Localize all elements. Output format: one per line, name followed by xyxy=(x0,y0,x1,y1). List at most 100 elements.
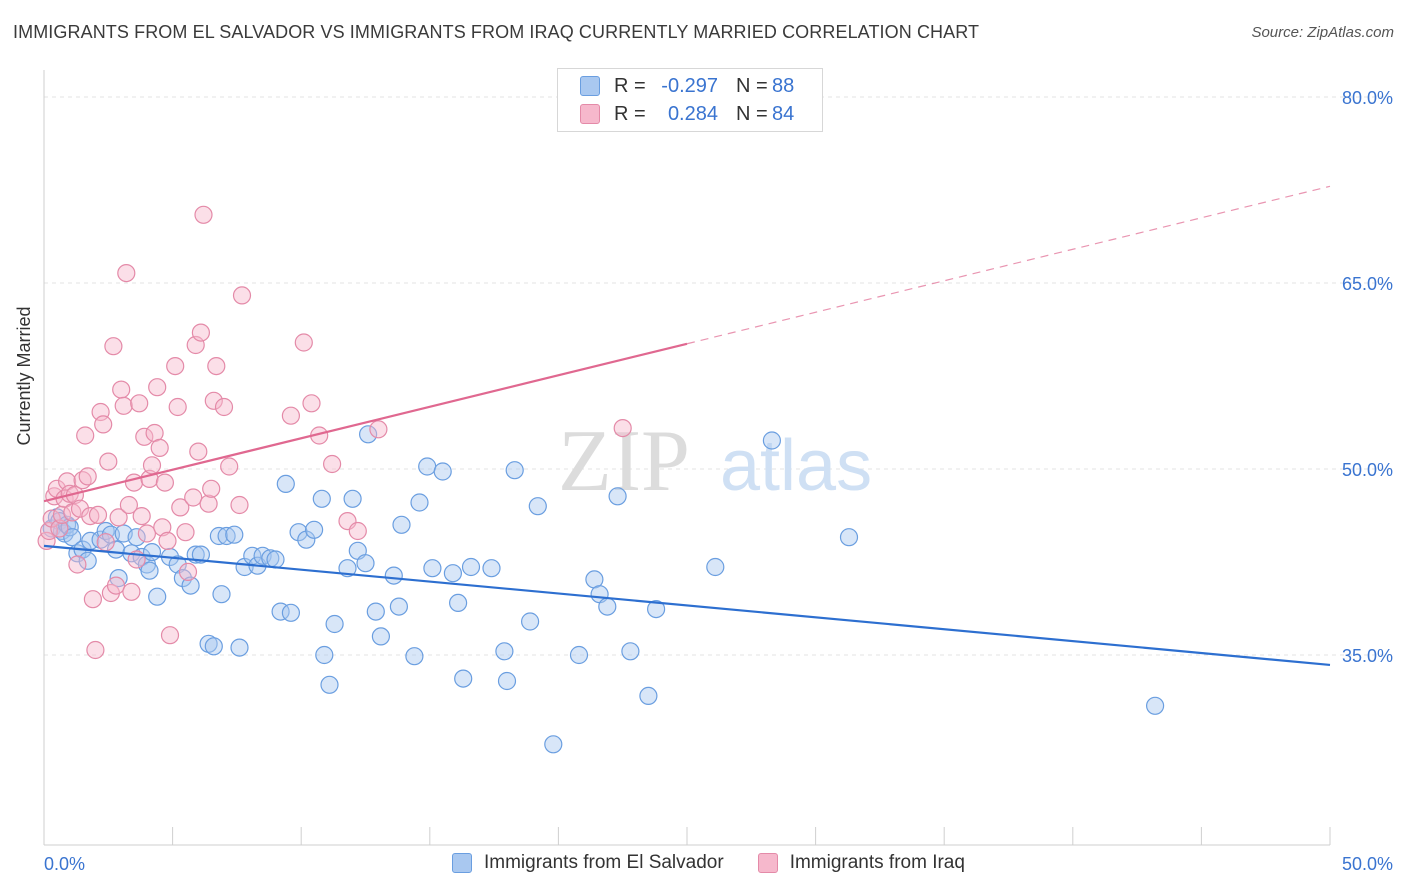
el-salvador-point xyxy=(217,526,236,546)
legend-item-el-salvador[interactable]: Immigrants from El Salvador xyxy=(452,852,724,874)
el-salvador-point xyxy=(312,489,331,508)
el-salvador-point xyxy=(371,627,390,646)
iraq-point xyxy=(106,576,126,595)
el-salvador-point xyxy=(423,559,442,578)
el-salvador-point xyxy=(204,637,223,656)
iraq-point xyxy=(178,562,198,582)
el-salvador-point xyxy=(389,597,408,616)
el-salvador-point xyxy=(621,642,640,661)
el-salvador-point xyxy=(356,554,375,573)
el-salvador-point xyxy=(461,557,481,577)
tick-labels: 35.0% 50.0% 65.0% 80.0% 0.0% 50.0% xyxy=(44,88,1393,874)
iraq-point xyxy=(70,499,90,518)
iraq-point xyxy=(114,396,133,415)
watermark-zip: ZIP xyxy=(558,413,690,510)
legend-row-iraq: R = 0.284 N = 84 xyxy=(580,100,794,128)
el-salvador-swatch xyxy=(580,76,600,96)
el-salvador-point xyxy=(148,587,167,606)
iraq-point xyxy=(117,264,136,283)
n-value: 84 xyxy=(772,102,795,125)
el-salvador-point xyxy=(598,597,617,616)
el-salvador-point xyxy=(454,669,473,688)
iraq-point xyxy=(166,357,185,376)
el-salvador-point xyxy=(528,497,547,516)
iraq-point xyxy=(78,467,97,486)
n-value: 88 xyxy=(772,74,795,97)
iraq-point xyxy=(96,533,115,552)
iraq-point xyxy=(199,494,218,513)
iraq-swatch xyxy=(757,853,778,873)
el-salvador-point xyxy=(449,593,468,613)
el-salvador-point xyxy=(762,431,782,450)
el-salvador-point xyxy=(181,576,200,595)
iraq-point xyxy=(68,555,87,574)
el-salvador-point xyxy=(266,550,285,569)
x-tick-label: 0.0% xyxy=(44,854,85,874)
iraq-point xyxy=(130,394,149,413)
series-legend: Immigrants from El Salvador Immigrants f… xyxy=(452,852,999,874)
el-salvador-point xyxy=(410,493,429,512)
el-salvador-point xyxy=(433,462,452,481)
trend-layer xyxy=(43,185,1331,667)
el-salvador-point xyxy=(338,559,357,578)
el-salvador-point xyxy=(142,542,162,562)
iraq-point xyxy=(104,337,123,356)
el-salvador-point xyxy=(418,457,437,476)
el-salvador-point xyxy=(405,647,424,666)
el-salvador-point xyxy=(325,614,344,634)
iraq-point xyxy=(99,452,118,471)
iraq-swatch xyxy=(580,104,600,124)
iraq-point xyxy=(158,531,177,551)
legend-item-iraq[interactable]: Immigrants from Iraq xyxy=(757,852,965,874)
y-tick-label: 35.0% xyxy=(1342,646,1393,666)
iraq-point xyxy=(194,205,213,224)
el-salvador-point xyxy=(320,675,339,694)
chart-title: IMMIGRANTS FROM EL SALVADOR VS IMMIGRANT… xyxy=(13,22,980,42)
iraq-point xyxy=(202,479,221,498)
legend-row-el-salvador: R = -0.297 N = 88 xyxy=(580,72,794,100)
iraq-point xyxy=(189,442,208,461)
axes-layer xyxy=(43,70,1331,846)
iraq-point xyxy=(168,397,187,417)
iraq-point xyxy=(207,357,226,376)
el-salvador-point xyxy=(63,528,82,547)
el-salvador-point xyxy=(443,564,462,583)
iraq-point xyxy=(302,394,321,413)
iraq-point xyxy=(94,415,113,434)
correlation-legend: R = -0.297 N = 88 R = 0.284 N = 84 xyxy=(557,68,823,132)
el-salvador-point xyxy=(168,555,187,574)
iraq-point xyxy=(153,518,172,537)
iraq-point xyxy=(220,457,239,476)
el-salvador-point xyxy=(212,585,231,604)
el-salvador-trendline xyxy=(43,544,1331,667)
iraq-point xyxy=(109,508,128,527)
iraq-point xyxy=(86,640,105,660)
iraq-point xyxy=(81,506,100,526)
el-salvador-point xyxy=(276,474,295,493)
el-salvador-point xyxy=(281,603,300,622)
y-tick-label: 50.0% xyxy=(1342,460,1393,480)
el-salvador-point xyxy=(384,566,403,585)
iraq-point xyxy=(150,438,169,457)
iraq-point xyxy=(160,626,180,645)
iraq-point xyxy=(155,473,174,492)
iraq-point xyxy=(88,505,108,525)
iraq-point xyxy=(214,397,234,417)
iraq-point xyxy=(142,456,162,475)
iraq-point xyxy=(191,323,210,342)
iraq-trendline xyxy=(43,342,688,503)
el-salvador-point xyxy=(544,735,563,754)
el-salvador-point xyxy=(225,525,244,544)
iraq-trendline-extension xyxy=(686,185,1331,345)
el-salvador-point xyxy=(366,602,385,621)
iraq-point xyxy=(230,495,249,515)
r-value: -0.297 xyxy=(661,74,718,97)
x-tick-label: 50.0% xyxy=(1342,854,1393,874)
iraq-point xyxy=(171,498,190,517)
source-label: Source: ZipAtlas.com xyxy=(1251,24,1394,41)
iraq-point xyxy=(83,590,103,609)
iraq-point xyxy=(184,488,203,507)
el-salvador-point xyxy=(209,526,228,546)
iraq-point xyxy=(119,495,138,515)
